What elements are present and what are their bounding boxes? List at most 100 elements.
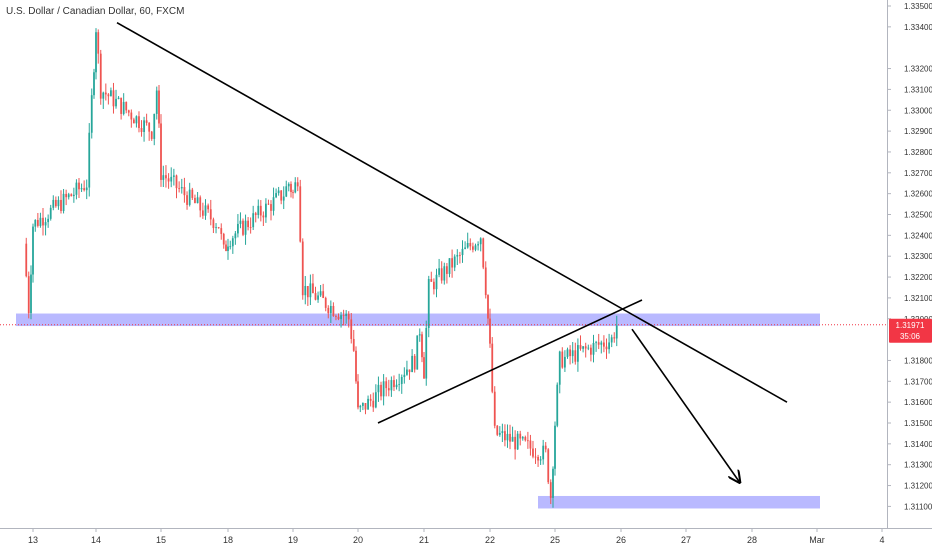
candle-body bbox=[506, 433, 509, 441]
descending-trendline bbox=[116, 21, 788, 403]
candle-body bbox=[188, 189, 191, 205]
candle-body bbox=[613, 337, 616, 339]
candle-body bbox=[62, 193, 65, 211]
candle-body bbox=[329, 305, 332, 314]
candle-body bbox=[265, 203, 267, 218]
candle-body bbox=[162, 175, 165, 180]
candle-body bbox=[421, 334, 423, 358]
price-axis[interactable]: 1.33500 1.33400 1.33200 1.33100 1.33000 1.329… bbox=[887, 2, 932, 511]
candle-body bbox=[153, 113, 156, 139]
candle-body bbox=[165, 175, 167, 179]
candle-body bbox=[229, 246, 232, 248]
candle-body bbox=[345, 313, 348, 317]
price-tick-label: 1.32400 bbox=[904, 231, 932, 240]
candle-body bbox=[158, 90, 160, 124]
candle-body bbox=[306, 286, 309, 298]
candle-body bbox=[85, 187, 88, 191]
candle-body bbox=[220, 228, 223, 234]
candle-body bbox=[547, 449, 550, 483]
time-axis[interactable]: 13 14 15 18 19 20 21 22 25 26 27 28 Mar 4 bbox=[28, 528, 885, 545]
candle-body bbox=[172, 175, 175, 177]
time-tick-label: 27 bbox=[681, 535, 691, 545]
time-tick-label: 13 bbox=[28, 535, 38, 545]
chart-title: U.S. Dollar / Canadian Dollar, 60, FXCM bbox=[6, 6, 184, 17]
candle-body bbox=[135, 116, 138, 124]
candle-body bbox=[180, 187, 183, 189]
candle-body bbox=[125, 101, 128, 111]
candle-body bbox=[112, 90, 115, 107]
time-tick-label: 14 bbox=[91, 535, 101, 545]
candle-body bbox=[70, 194, 73, 197]
candle-body bbox=[127, 110, 130, 113]
candle-body bbox=[352, 338, 355, 351]
candle-body bbox=[44, 222, 47, 226]
candle-body bbox=[194, 197, 196, 204]
candle-body bbox=[477, 244, 479, 246]
candle-body bbox=[324, 297, 327, 308]
candle-body bbox=[212, 219, 215, 228]
candle-body bbox=[592, 342, 595, 355]
candle-body bbox=[554, 425, 556, 469]
candle-body bbox=[150, 131, 153, 139]
time-tick-label: Mar bbox=[809, 535, 825, 545]
time-tick-label: 15 bbox=[156, 535, 166, 545]
candle-body bbox=[600, 342, 603, 345]
candle-body bbox=[374, 392, 377, 408]
candle-body bbox=[526, 440, 529, 442]
candle-body bbox=[175, 175, 178, 189]
candle-body bbox=[199, 197, 202, 211]
candle-body bbox=[534, 456, 537, 458]
time-tick-label: 25 bbox=[550, 535, 560, 545]
time-tick-label: 26 bbox=[616, 535, 626, 545]
candle-body bbox=[209, 209, 212, 220]
candle-body bbox=[514, 436, 517, 450]
candle-body bbox=[249, 227, 252, 228]
candle-body bbox=[27, 276, 30, 314]
candle-body bbox=[287, 183, 290, 187]
candle-body bbox=[571, 350, 574, 357]
candle-body bbox=[178, 188, 181, 189]
candle-body bbox=[254, 213, 257, 215]
candle-body bbox=[267, 203, 270, 205]
candle-body bbox=[215, 227, 217, 229]
candle-body bbox=[120, 97, 123, 114]
candle-body bbox=[577, 345, 579, 362]
candle-body bbox=[247, 220, 249, 228]
ascending-trendline bbox=[377, 299, 643, 424]
candle-body bbox=[433, 281, 435, 290]
candle-body bbox=[204, 205, 207, 216]
candle-body bbox=[403, 374, 406, 378]
time-tick-label: 22 bbox=[485, 535, 495, 545]
candle-body bbox=[312, 283, 314, 294]
candle-body bbox=[140, 128, 143, 132]
candle-body bbox=[504, 431, 506, 441]
candle-body bbox=[347, 313, 350, 320]
candles-layer bbox=[25, 28, 618, 508]
candle-body bbox=[411, 355, 414, 373]
projection-arrow bbox=[631, 328, 739, 481]
candle-body bbox=[595, 342, 597, 344]
price-tick-label: 1.33000 bbox=[904, 106, 932, 115]
candle-body bbox=[132, 119, 135, 124]
candle-body bbox=[516, 433, 519, 450]
candle-body bbox=[170, 176, 173, 182]
candle-body bbox=[97, 32, 100, 54]
price-tick-label: 1.31400 bbox=[904, 440, 932, 449]
candle-body bbox=[355, 350, 357, 382]
candle-body bbox=[110, 90, 112, 97]
trendlines-layer bbox=[116, 21, 788, 482]
candle-body bbox=[459, 254, 461, 256]
candle-body bbox=[466, 242, 469, 248]
candle-body bbox=[501, 431, 504, 433]
current-price-tag: 1.31971 35:06 bbox=[889, 318, 932, 343]
candle-body bbox=[322, 291, 325, 298]
candle-body bbox=[398, 383, 401, 385]
candle-body bbox=[90, 95, 93, 133]
candle-body bbox=[435, 274, 438, 290]
candle-body bbox=[453, 256, 456, 268]
candle-body bbox=[317, 295, 319, 300]
candle-body bbox=[93, 72, 95, 96]
candle-body bbox=[242, 220, 244, 235]
